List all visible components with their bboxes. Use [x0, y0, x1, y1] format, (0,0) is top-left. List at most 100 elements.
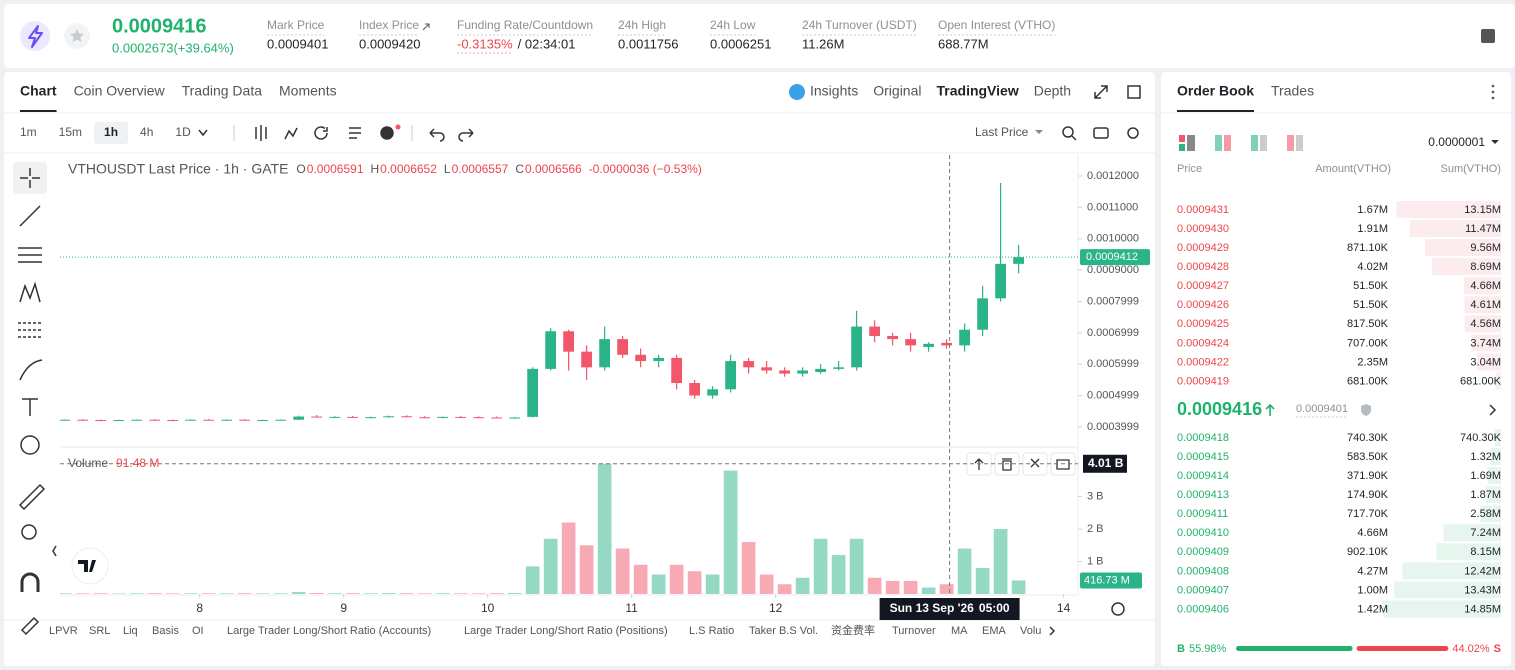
indicator-tab[interactable]: L.S Ratio: [689, 625, 734, 637]
volume-bar: [165, 593, 180, 594]
collapse-button[interactable]: [52, 545, 57, 557]
interval[interactable]: 15m: [59, 125, 82, 139]
view-bids-asks[interactable]: [1215, 135, 1222, 151]
candle-body: [311, 416, 323, 418]
more-menu[interactable]: [1491, 84, 1495, 100]
compare-button[interactable]: [314, 126, 328, 140]
volume-bar: [309, 593, 324, 594]
layout-button[interactable]: [1481, 29, 1495, 43]
buy-ratio: 55.98%: [1189, 643, 1227, 655]
interval-caret[interactable]: [198, 129, 208, 137]
precision-caret[interactable]: [1491, 140, 1499, 144]
candle-body: [995, 263, 1007, 299]
interval[interactable]: 1D: [175, 125, 191, 139]
interval[interactable]: 1h: [104, 125, 118, 139]
indicator-tab[interactable]: EMA: [982, 625, 1007, 637]
chart-tab[interactable]: Chart: [20, 83, 57, 99]
candle-body: [473, 417, 485, 419]
volume-bar: [975, 568, 990, 594]
volume-bar: [525, 566, 540, 594]
indicator-tabs: LPVR SRL Liq Basis OI Large Trader Long/Short…: [49, 623, 1041, 637]
fullscreen-button[interactable]: [1094, 85, 1108, 99]
depth-bar: [1436, 543, 1501, 561]
candle-body: [329, 416, 341, 418]
chart-tab[interactable]: Coin Overview: [74, 83, 166, 99]
window-button[interactable]: [1127, 85, 1141, 99]
trendline-tool[interactable]: [19, 205, 41, 227]
candle-body: [689, 383, 701, 396]
volume-bar: [327, 593, 342, 594]
view-bids[interactable]: [1251, 135, 1258, 151]
orderbook-expand[interactable]: [1489, 404, 1497, 416]
ruler-tool[interactable]: [18, 483, 46, 511]
pencil-tool[interactable]: [20, 616, 40, 636]
last-volume-tag: [1080, 572, 1142, 589]
orderbook-tab[interactable]: Trades: [1271, 83, 1314, 99]
legend-value: 0.0006557: [452, 162, 509, 176]
projection-tool[interactable]: [18, 322, 42, 338]
indicator-tab[interactable]: SRL: [89, 625, 110, 637]
indicator-tab[interactable]: MA: [951, 625, 968, 637]
fib-tool[interactable]: [18, 247, 42, 263]
indicator-tab[interactable]: Large Trader Long/Short Ratio (Positions…: [464, 625, 668, 637]
view-tab[interactable]: Depth: [1034, 83, 1071, 99]
chart-tab[interactable]: Trading Data: [182, 83, 263, 99]
crosshair-time: 05:00: [979, 601, 1010, 615]
brush-tool[interactable]: [19, 359, 43, 381]
price-type-caret[interactable]: [1035, 130, 1043, 134]
pattern-tool[interactable]: [19, 281, 41, 303]
redo-button[interactable]: [458, 128, 474, 142]
crosshair-time-tag: [879, 598, 1020, 620]
indicator-tab[interactable]: 资金费率: [831, 623, 875, 637]
order-sum: 1.69M: [1470, 470, 1501, 482]
view-tab[interactable]: Original: [873, 83, 921, 99]
zoom-tool[interactable]: [21, 524, 37, 540]
text-tool[interactable]: [22, 398, 38, 416]
stat-label: 24h High: [618, 18, 666, 32]
indicator-tab[interactable]: OI: [192, 625, 204, 637]
chart-tab[interactable]: Moments: [279, 83, 337, 99]
order-amount: 4.66M: [1357, 527, 1388, 539]
search-button[interactable]: [1062, 126, 1074, 138]
magnet-tool[interactable]: [20, 572, 40, 592]
indicator-tab[interactable]: Large Trader Long/Short Ratio (Accounts): [227, 625, 431, 637]
indicator-tab[interactable]: Turnover: [892, 625, 936, 637]
tabs-next-button[interactable]: [1049, 626, 1056, 636]
indicator-tab[interactable]: LPVR: [49, 625, 78, 637]
emoji-tool[interactable]: [20, 435, 40, 455]
precision[interactable]: 0.0000001: [1428, 135, 1485, 149]
axis-settings-button[interactable]: [1111, 602, 1125, 616]
indicator-tab[interactable]: Volu: [1020, 625, 1041, 637]
orderbook-tab[interactable]: Order Book: [1177, 83, 1254, 99]
price-type[interactable]: Last Price: [975, 125, 1029, 139]
last-volume-tag-label: 416.73 M: [1084, 574, 1130, 586]
add-button[interactable]: [380, 126, 394, 140]
indicator-tab[interactable]: Taker B.S Vol.: [749, 625, 818, 637]
view-asks[interactable]: [1287, 135, 1294, 151]
view-tab[interactable]: Insights: [810, 83, 858, 99]
settings-button[interactable]: [1127, 127, 1139, 139]
volume-bar: [75, 593, 90, 594]
candle-type-button[interactable]: [255, 125, 267, 141]
interval[interactable]: 4h: [140, 125, 153, 139]
screenshot-button[interactable]: [1093, 127, 1109, 139]
x-tick-label: 14: [1057, 601, 1071, 615]
order-amount: 681.00K: [1347, 375, 1389, 387]
indicator-tab[interactable]: Basis: [152, 625, 179, 637]
volume-bar: [777, 584, 792, 594]
indicator-button[interactable]: [284, 127, 298, 140]
candle-body: [707, 389, 719, 396]
crosshair-tool[interactable]: [20, 168, 40, 188]
undo-button[interactable]: [429, 128, 445, 142]
view-tab[interactable]: TradingView: [937, 83, 1019, 99]
buy-ratio-bar: [1236, 646, 1353, 651]
order-price: 0.0009430: [1177, 223, 1229, 235]
interval[interactable]: 1m: [20, 125, 37, 139]
order-price: 0.0009431: [1177, 204, 1229, 216]
view-both[interactable]: [1179, 135, 1185, 142]
candle-body: [581, 351, 593, 368]
indicator-tab[interactable]: Liq: [123, 625, 138, 637]
volume-bar: [813, 538, 828, 594]
volume-bar: [615, 548, 630, 594]
template-button[interactable]: [349, 127, 361, 139]
